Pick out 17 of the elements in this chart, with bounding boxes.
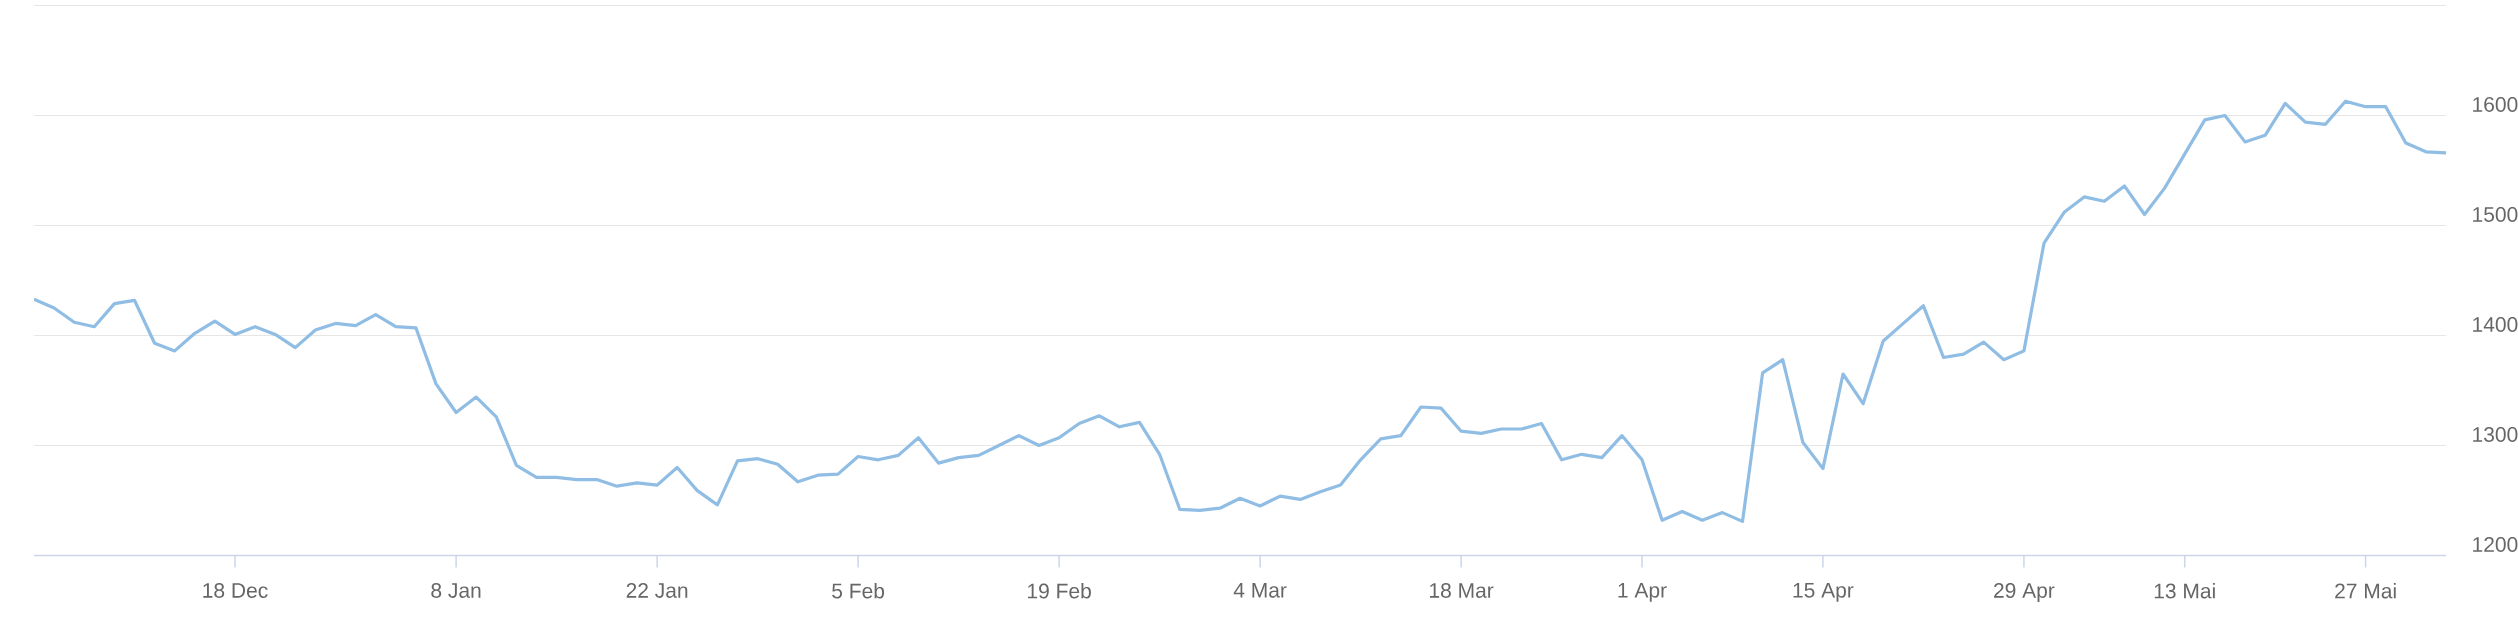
x-tick-label: 4 Mar bbox=[1233, 583, 1287, 598]
y-tick-label: 1300 bbox=[2473, 427, 2518, 442]
y-tick-label: 1200 bbox=[2473, 537, 2518, 552]
x-tick-label: 27 Mai bbox=[2335, 583, 2396, 599]
x-tick-label: 15 Apr bbox=[1793, 583, 1854, 602]
x-tick-label: 13 Mai bbox=[2154, 583, 2215, 599]
x-tick-label: 1 Apr bbox=[1618, 583, 1667, 602]
x-tick-label: 19 Feb bbox=[1028, 583, 1091, 599]
y-tick-label: 1400 bbox=[2473, 317, 2518, 332]
x-tick-label: 22 Jan bbox=[626, 583, 688, 598]
y-tick-label: 1600 bbox=[2473, 97, 2518, 112]
x-tick-label: 8 Jan bbox=[431, 583, 481, 598]
y-tick-label: 1500 bbox=[2473, 207, 2518, 222]
x-tick-label: 18 Mar bbox=[1430, 583, 1494, 598]
x-tick-label: 5 Feb bbox=[832, 583, 885, 599]
x-tick-label: 18 Dec bbox=[203, 583, 268, 598]
x-tick-label: 29 Apr bbox=[1994, 583, 2055, 603]
